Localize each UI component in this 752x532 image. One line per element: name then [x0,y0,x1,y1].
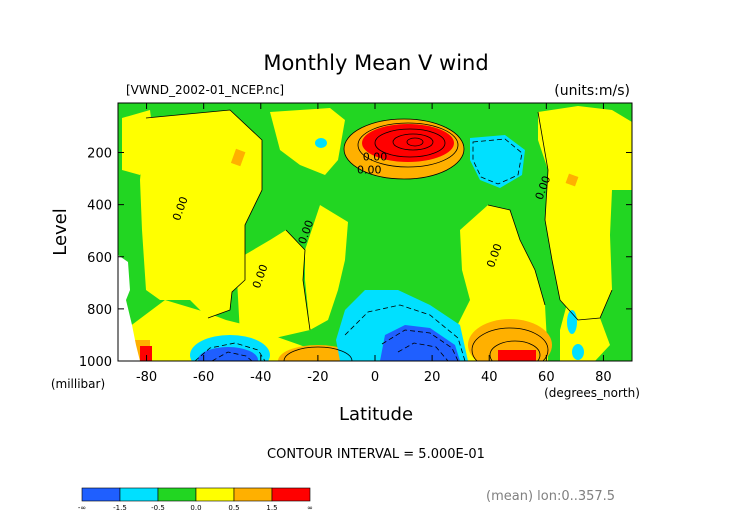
contour-neg-south-2 [211,351,253,361]
y-axis-units: (millibar) [51,377,105,391]
positive-weak-regions [122,106,632,361]
colorbar-bin [157,487,197,502]
contour-neg-tropics-1 [344,304,466,361]
region-tropics-left [305,205,348,330]
contour-lines [145,109,613,361]
contour-neg-upper [472,138,523,185]
x-tick-label: 80 [595,370,612,385]
region-southwest-surface [125,300,340,361]
colorbar-bin [119,487,159,502]
x-axis-label: Latitude [339,404,413,425]
colorbar-bin [195,487,235,502]
region-southwest-upper [122,110,155,175]
units-label: (units:m/s) [554,83,630,99]
contour-jet-1 [343,118,465,180]
colorbar-label: 1.5 [266,504,277,512]
colorbar-bin [81,487,121,502]
small-north-surface-2 [572,344,584,360]
y-tick-label: 400 [87,199,112,214]
chart-title: Monthly Mean V wind [263,51,488,75]
contour-zero-north [537,111,613,321]
small-patch-north [565,173,579,187]
contour-jet-2 [357,122,459,168]
contour-zero-north-mid [487,204,546,306]
x-tick-label: -60 [193,370,214,385]
contour-surface-north-1 [471,327,549,361]
y-axis-label: Level [50,208,71,256]
colorbar-label: -∞ [78,504,86,512]
axes: -80 -60 -40 -20 0 20 40 60 80 200 400 600 800 1000 [79,103,632,385]
missing-data-region [118,255,140,361]
contour-zero-mid [285,229,311,331]
colorbar-label: -1.5 [113,504,127,512]
surface-north-moderate [468,319,552,361]
contour-neg-tropics-3 [397,342,449,361]
contour-label: 0.00 [357,163,382,176]
colorbar-label: 0.0 [190,504,201,512]
region-upper-belt [270,108,345,175]
colorbar-label: ∞ [307,504,313,512]
surface-south-pole-core [140,346,152,361]
contour-jet-4 [392,133,434,151]
small-patch-south [230,148,246,167]
colorbar-label: -0.5 [151,504,165,512]
x-tick-label: 40 [481,370,498,385]
contour-jet-3 [374,128,446,158]
plot-area: 0.000.000.000.000.000.000.00 [118,103,632,361]
colorbar: -∞ -1.5 -0.5 0.0 0.5 1.5 ∞ [78,487,313,512]
negative-strong-regions [198,325,460,361]
y-tick-label: 800 [87,303,112,318]
colorbar-bin [233,487,273,502]
colorbar-label: 0.5 [228,504,239,512]
region-north-upper [538,106,632,320]
contour-zero-south [145,109,263,319]
x-tick-label: -20 [307,370,328,385]
surface-south-strong [198,347,258,361]
contour-jet-5 [406,137,424,147]
x-tick-label: -80 [136,370,157,385]
region-south-mid-low [236,230,310,338]
x-axis-units: (degrees_north) [544,386,640,400]
mean-text: (mean) lon:0..357.5 [486,489,615,504]
surface-north-core [498,350,536,361]
contour-label: 0.00 [363,150,388,163]
file-label: [VWND_2002-01_NCEP.nc] [126,83,284,97]
x-tick-label: 60 [538,370,555,385]
x-tick-label: -40 [250,370,271,385]
y-tick-label: 1000 [79,355,112,370]
contour-neg-south-1 [194,342,266,361]
y-tick-label: 600 [87,251,112,266]
upper-tropics-negative [470,135,525,188]
surface-tropics-strong [380,325,460,361]
contour-lines-negative [194,138,523,361]
x-tick-label: 20 [424,370,441,385]
small-south-upper [315,138,327,148]
x-tick-label: 0 [371,370,379,385]
contour-interval-text: CONTOUR INTERVAL = 5.000E-01 [267,447,485,462]
contour-surface-south [283,346,353,361]
y-tick-label: 200 [87,147,112,162]
contour-neg-tropics-2 [381,329,459,361]
contour-surface-north-2 [489,340,541,361]
colorbar-bin [271,487,311,502]
